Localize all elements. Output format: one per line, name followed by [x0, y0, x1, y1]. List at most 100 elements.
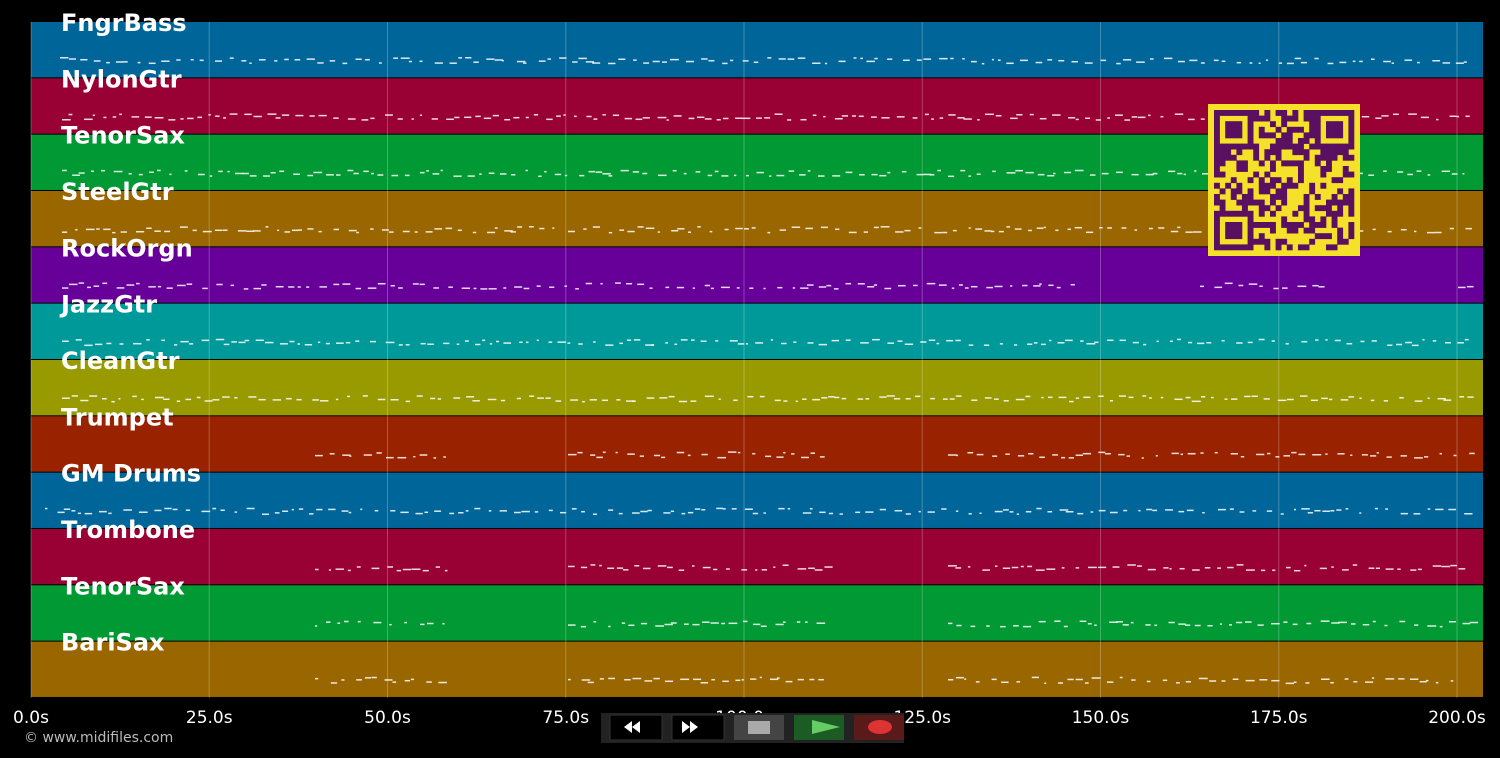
note [1361, 454, 1368, 456]
note [348, 229, 357, 232]
note [517, 226, 523, 228]
qr-module [1236, 244, 1243, 251]
qr-module [1348, 227, 1355, 234]
note [741, 117, 751, 120]
note [75, 339, 82, 341]
note [1019, 59, 1028, 62]
qr-module [1286, 160, 1293, 167]
qr-module [1236, 160, 1243, 167]
note [632, 171, 640, 173]
note [1384, 624, 1388, 627]
note [499, 510, 507, 512]
note [664, 623, 673, 626]
note [1206, 342, 1212, 344]
qr-module [1247, 177, 1254, 184]
note [963, 118, 972, 120]
note [209, 175, 213, 177]
note [653, 454, 661, 457]
note [769, 678, 779, 681]
note [419, 171, 425, 174]
note [377, 174, 384, 176]
qr-module [1236, 149, 1243, 156]
forward-button[interactable] [671, 714, 725, 741]
note [645, 344, 654, 346]
note [1370, 399, 1375, 402]
note [1047, 59, 1053, 61]
qr-module [1214, 199, 1220, 206]
note [434, 62, 443, 64]
note [886, 395, 895, 397]
note [1098, 451, 1106, 454]
note [523, 62, 527, 64]
note [77, 512, 81, 515]
note [666, 119, 669, 121]
note [687, 511, 694, 514]
note [1090, 511, 1094, 513]
note [374, 509, 379, 512]
note [579, 174, 585, 177]
note [687, 454, 691, 457]
note [1293, 569, 1301, 572]
note [1094, 341, 1099, 344]
track-lane [31, 22, 1483, 78]
note [480, 288, 488, 290]
qr-module [1258, 210, 1265, 217]
qr-module [1337, 177, 1344, 184]
note [901, 170, 907, 173]
note [1353, 680, 1358, 683]
note [1365, 681, 1374, 683]
note [1063, 625, 1068, 628]
play-button[interactable] [794, 715, 844, 740]
note [326, 174, 334, 176]
qr-module [1258, 233, 1265, 240]
rewind-button[interactable] [609, 714, 663, 741]
note [845, 339, 851, 341]
note [690, 400, 697, 402]
qr-module [1337, 132, 1344, 139]
note [1152, 172, 1158, 175]
note [185, 398, 192, 401]
note [645, 227, 655, 230]
note [664, 680, 674, 683]
qr-module [1236, 227, 1243, 234]
qr-module [1230, 244, 1237, 251]
note [717, 456, 727, 459]
note [1462, 622, 1471, 625]
note [234, 397, 238, 399]
note [1221, 60, 1226, 63]
note [589, 399, 597, 401]
note [1425, 679, 1429, 682]
note [344, 620, 349, 623]
note [981, 62, 985, 65]
qr-module [1225, 210, 1232, 217]
qr-module [1348, 121, 1355, 128]
note [702, 566, 711, 569]
note [199, 59, 204, 62]
note [89, 395, 98, 397]
qr-module [1214, 115, 1220, 122]
note [285, 397, 292, 400]
note [467, 175, 475, 177]
note [937, 169, 941, 172]
note [1247, 341, 1253, 344]
note [440, 169, 443, 172]
time-tick-label: 50.0s [364, 708, 411, 728]
qr-module [1236, 166, 1243, 172]
qr-module [1225, 132, 1232, 139]
note [1229, 508, 1234, 510]
note [1194, 170, 1197, 172]
qr-module [1219, 205, 1226, 212]
note [187, 117, 194, 120]
note [968, 513, 972, 515]
stop-button[interactable] [734, 715, 784, 740]
note [1052, 454, 1059, 456]
record-button[interactable] [854, 715, 904, 740]
note [860, 342, 869, 344]
note [612, 114, 620, 117]
note [1179, 567, 1185, 570]
qr-module [1242, 166, 1248, 172]
transport-controls [601, 713, 904, 743]
note [307, 174, 314, 177]
qr-module [1348, 154, 1355, 161]
qr-module [1253, 115, 1260, 122]
